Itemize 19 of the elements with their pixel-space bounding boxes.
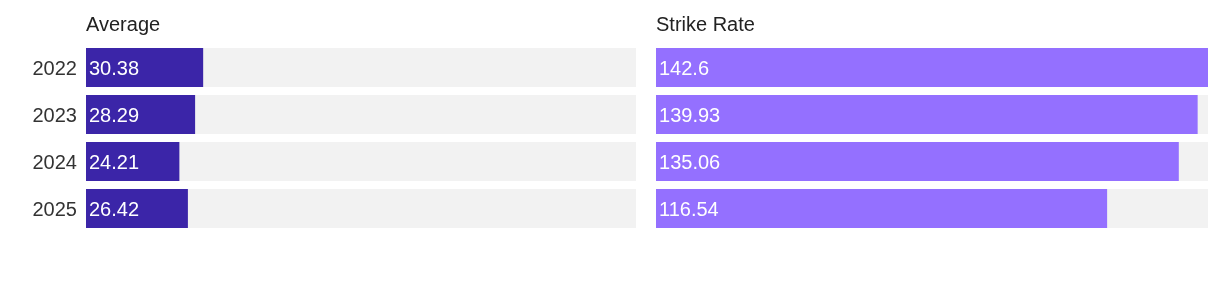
data-label: 28.29 <box>89 103 140 126</box>
chart-title: Strike Rate <box>656 13 755 35</box>
data-label: 142.6 <box>659 56 710 79</box>
chart-title: Average <box>86 13 161 35</box>
bar <box>86 189 188 229</box>
y-tick-label: 2024 <box>32 150 77 173</box>
bar <box>656 95 1198 135</box>
data-label: 135.06 <box>659 150 721 173</box>
y-tick-label: 2025 <box>32 197 77 220</box>
bar <box>86 48 204 88</box>
bar <box>86 142 180 182</box>
data-label: 26.42 <box>89 197 140 220</box>
y-tick-label: 2023 <box>32 103 77 126</box>
data-label: 24.21 <box>89 150 140 173</box>
data-label: 30.38 <box>89 56 140 79</box>
bar <box>86 95 196 135</box>
data-label: 139.93 <box>659 103 721 126</box>
data-label: 116.54 <box>659 197 719 220</box>
y-tick-label: 2022 <box>32 56 77 79</box>
